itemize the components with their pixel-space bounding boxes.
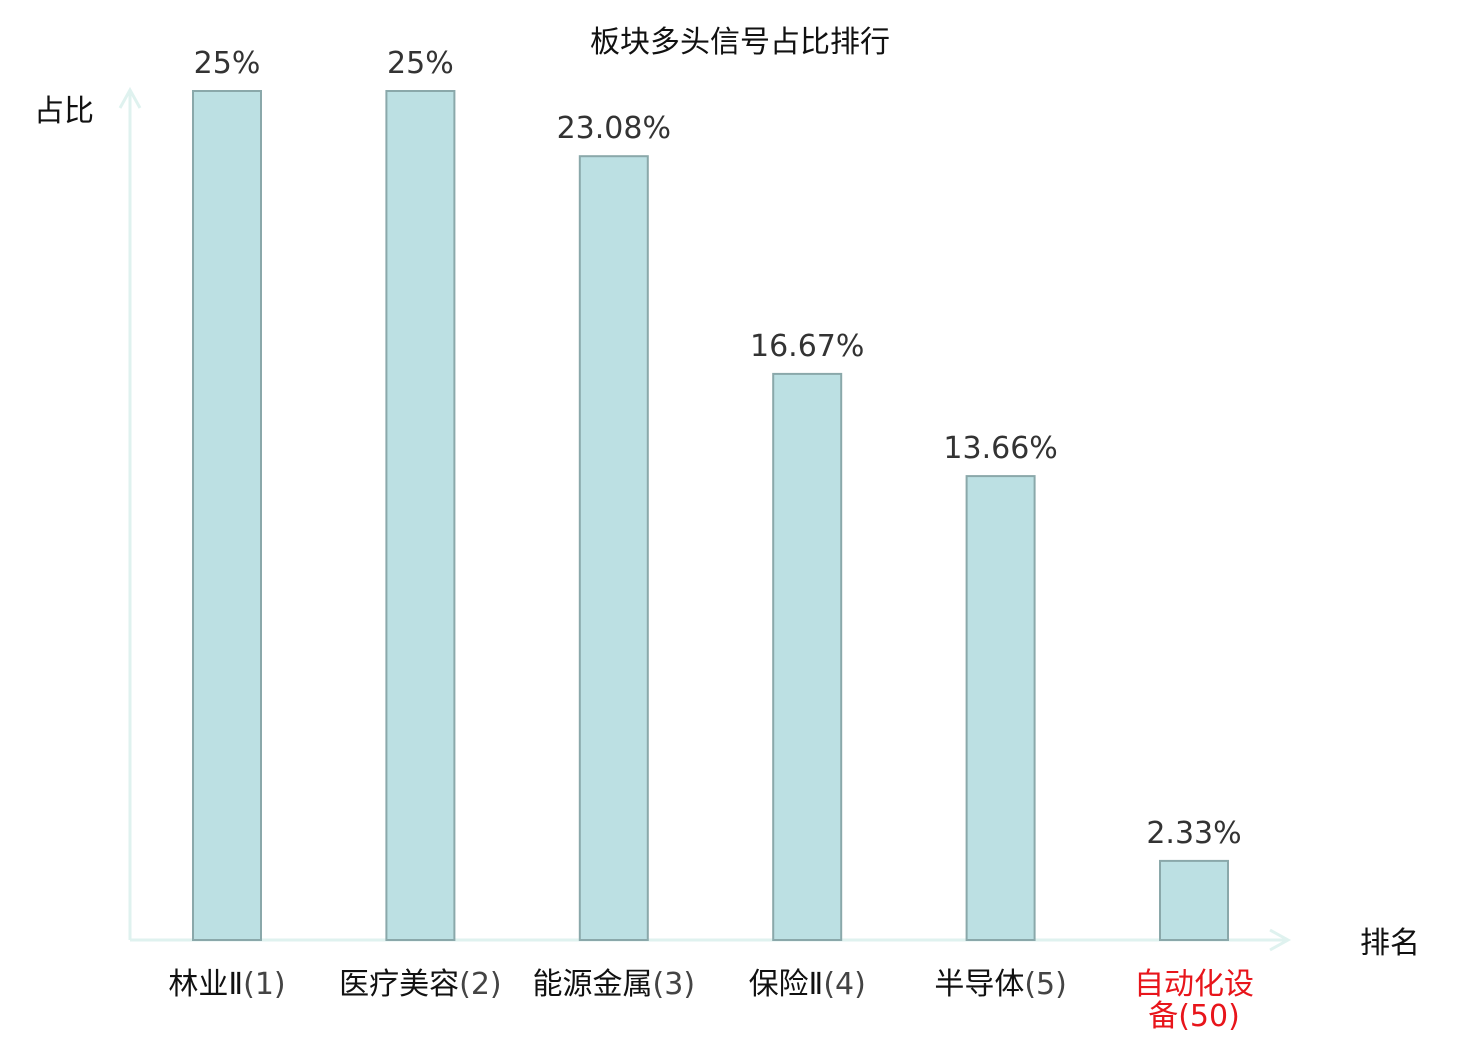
category-rank: (3) (653, 967, 696, 1002)
category-label: 保险Ⅱ(4) (749, 967, 866, 1002)
category-rank: (1) (243, 967, 286, 1002)
data-label: 13.66% (943, 431, 1057, 466)
category-label: 能源金属(3) (533, 967, 696, 1002)
bar (192, 90, 262, 941)
category-labels-group: 林业Ⅱ(1) 医疗美容(2) 能源金属(3) 保险Ⅱ(4) 半导体(5) 自动化设备(50… (168, 967, 1254, 1034)
category-rank: (50) (1178, 999, 1240, 1034)
bars-group (192, 90, 1229, 942)
category-label-line: 自动化设 (1134, 967, 1254, 1002)
category-name: 半导体 (934, 967, 1024, 1002)
category-label: 自动化设备(50) (1134, 967, 1254, 1034)
category-name: 林业Ⅱ (168, 967, 243, 1002)
category-rank: (4) (823, 967, 866, 1002)
data-label: 25% (194, 46, 261, 81)
category-label-line: 备 (1148, 999, 1178, 1034)
data-label: 16.67% (750, 329, 864, 364)
y-axis-arrow (118, 86, 142, 109)
bar (1159, 859, 1229, 942)
bar (578, 155, 649, 941)
bar (385, 90, 456, 941)
chart-title: 板块多头信号占比排行 (590, 25, 890, 60)
category-label: 半导体(5) (934, 967, 1067, 1002)
category-name: 医疗美容 (339, 967, 459, 1002)
category-label: 林业Ⅱ(1) (168, 967, 285, 1002)
bar (965, 475, 1036, 941)
data-label: 23.08% (557, 111, 671, 146)
data-label: 25% (387, 46, 454, 81)
y-axis-title: 占比 (34, 94, 94, 129)
x-axis-title: 排名 (1360, 926, 1420, 961)
category-name: 能源金属 (533, 967, 653, 1002)
x-axis-arrow (1269, 928, 1292, 952)
category-rank: (5) (1024, 967, 1067, 1002)
bar (772, 372, 843, 941)
category-name: 保险Ⅱ (749, 967, 824, 1002)
category-rank: (2) (459, 967, 502, 1002)
data-label: 2.33% (1146, 816, 1241, 851)
category-label: 医疗美容(2) (339, 967, 502, 1002)
value-labels-group: 25% 25% 23.08% 16.67% 13.66% 2.33% (194, 46, 1242, 851)
